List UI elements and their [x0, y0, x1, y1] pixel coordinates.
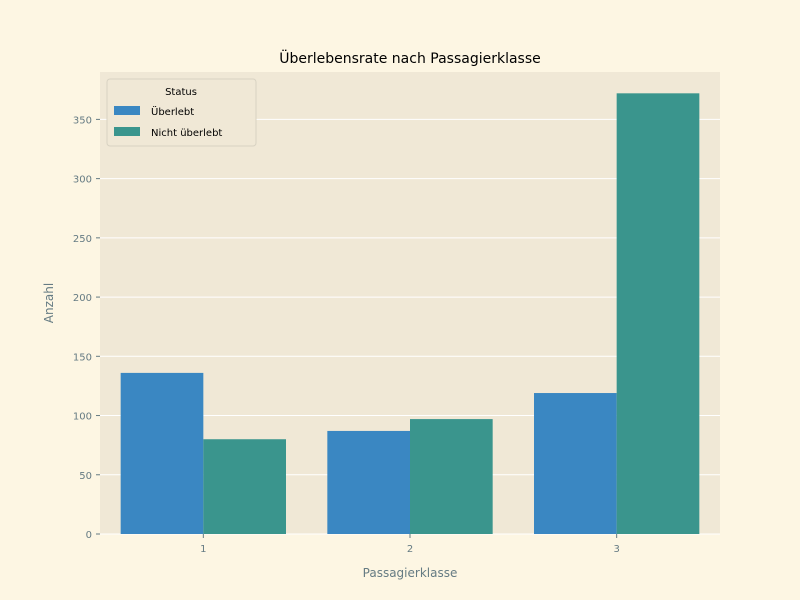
legend-swatch-survived — [114, 106, 140, 115]
y-axis: 0 50 100 150 200 250 300 350 — [73, 115, 100, 541]
bar-class-3-series-0 — [534, 393, 617, 534]
bar-class-1-series-0 — [120, 372, 204, 534]
y-tick-label-4: 200 — [73, 293, 92, 304]
y-tick-label-7: 350 — [73, 115, 92, 126]
legend-swatch-not-survived — [114, 127, 140, 136]
bars — [120, 93, 700, 535]
y-tick-label-3: 150 — [73, 352, 92, 363]
x-axis: 1 2 3 — [200, 534, 620, 555]
y-tick-label-2: 100 — [73, 412, 92, 423]
x-axis-label: Passagierklasse — [363, 566, 458, 580]
legend: Status Überlebt Nicht überlebt — [106, 78, 257, 147]
chart-title: Überlebensrate nach Passagierklasse — [279, 49, 541, 67]
bar-class-2-series-1 — [410, 419, 493, 534]
bar-class-1-series-1 — [203, 439, 286, 534]
legend-label-survived: Überlebt — [151, 105, 194, 118]
x-tick-label-0: 1 — [200, 544, 206, 555]
y-tick-label-6: 300 — [73, 175, 92, 186]
legend-title: Status — [165, 87, 197, 98]
y-axis-label: Anzahl — [42, 283, 56, 323]
bar-class-2-series-0 — [327, 430, 410, 534]
legend-box — [106, 78, 257, 147]
y-tick-label-0: 0 — [86, 530, 92, 541]
legend-label-not-survived: Nicht überlebt — [151, 128, 222, 139]
y-tick-label-1: 50 — [79, 471, 92, 482]
y-tick-label-5: 250 — [73, 234, 92, 245]
bar-class-3-series-1 — [616, 93, 700, 535]
x-tick-label-1: 2 — [407, 544, 413, 555]
x-tick-label-2: 3 — [613, 544, 619, 555]
